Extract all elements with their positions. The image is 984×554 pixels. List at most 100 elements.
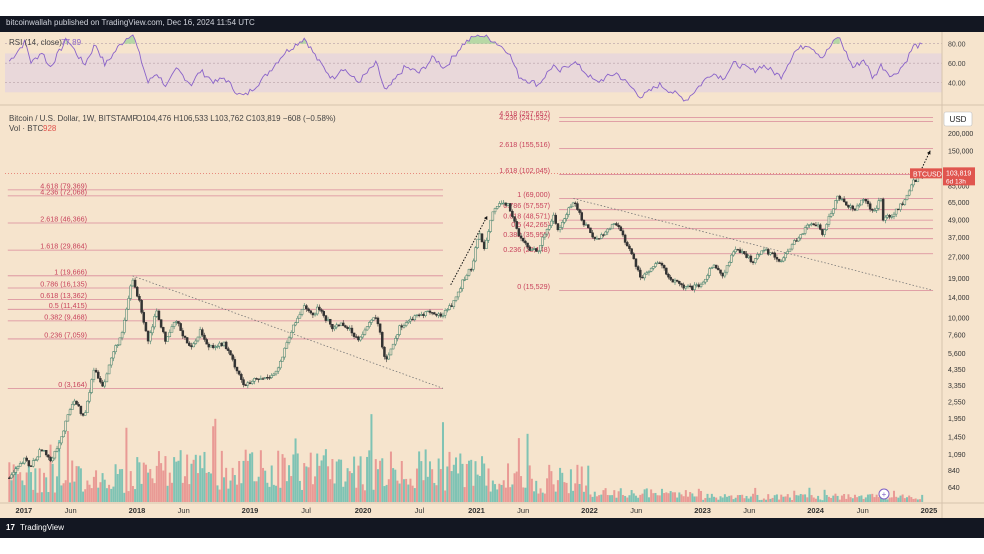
volume-bar xyxy=(806,497,809,502)
tradingview-brand[interactable]: TradingView xyxy=(20,523,65,532)
candle xyxy=(645,272,649,275)
currency-label[interactable]: USD xyxy=(950,115,967,124)
candle xyxy=(209,345,213,348)
candle xyxy=(75,400,78,405)
fib-level-label: 0.382 (35,955) xyxy=(503,230,550,239)
candle xyxy=(94,369,98,373)
candle xyxy=(424,311,427,316)
candle xyxy=(257,378,260,380)
volume-bar xyxy=(554,491,557,502)
candle xyxy=(36,456,39,461)
candle xyxy=(597,238,601,240)
candle xyxy=(192,343,195,348)
volume-bar xyxy=(877,497,880,502)
fib-level-label: 0.618 (48,571) xyxy=(503,212,550,221)
candle xyxy=(675,279,679,282)
candle xyxy=(70,404,74,410)
candle xyxy=(441,315,445,317)
candle xyxy=(31,460,35,467)
volume-bar xyxy=(283,457,286,502)
candle xyxy=(376,317,380,325)
volume-bar xyxy=(470,459,473,502)
candle xyxy=(669,276,672,280)
candle xyxy=(326,318,330,321)
volume-bar xyxy=(810,495,813,502)
candle xyxy=(287,337,291,343)
candle xyxy=(517,228,521,237)
candle xyxy=(109,357,113,366)
candle xyxy=(671,279,675,283)
candle xyxy=(649,268,653,272)
candle xyxy=(587,224,590,229)
fib-level-label: 4.618 (257,657) xyxy=(499,109,550,118)
fib-level-label: 4.236 (241,532) xyxy=(499,113,550,122)
volume-bar xyxy=(526,433,529,502)
candle xyxy=(363,329,367,335)
currency-button[interactable]: USD xyxy=(943,111,973,127)
candle xyxy=(786,251,789,254)
candle xyxy=(138,296,141,301)
volume-bar xyxy=(383,486,386,502)
volume-bar xyxy=(502,480,505,502)
volume-bar xyxy=(515,471,518,502)
rsi-line xyxy=(8,34,923,102)
candle xyxy=(714,264,718,269)
candle xyxy=(738,249,742,253)
volume-bar xyxy=(500,484,503,502)
time-tick-label: Jun xyxy=(65,506,77,515)
volume-bar xyxy=(431,469,434,502)
candle xyxy=(866,200,870,204)
volume-bar xyxy=(864,497,867,502)
chart-area[interactable]: 4.618 (79,369)4.236 (72,068) 2.618 (46,36… xyxy=(0,32,984,518)
volume-bar xyxy=(162,470,165,502)
volume-bar xyxy=(407,484,410,502)
candle xyxy=(90,379,93,393)
volume-bar xyxy=(422,480,425,502)
time-tick-label: Jun xyxy=(630,506,642,515)
candle xyxy=(83,412,87,416)
publish-info: bitcoinwallah published on TradingView.c… xyxy=(6,18,255,27)
candle xyxy=(216,345,219,348)
volume-bar xyxy=(359,456,362,502)
candle xyxy=(589,227,592,233)
price-pane[interactable]: 4.618 (79,369)4.236 (72,068) 2.618 (46,36… xyxy=(5,109,942,502)
volume-bar xyxy=(186,454,189,502)
volume-bar xyxy=(621,494,624,502)
volume-bar xyxy=(216,485,219,502)
add-indicator-button[interactable]: + xyxy=(878,488,890,500)
volume-bar xyxy=(153,483,156,502)
time-tick-label: 2018 xyxy=(129,506,146,515)
candle xyxy=(207,343,211,348)
candle xyxy=(274,370,278,375)
volume-bar xyxy=(396,480,399,502)
volume-bar xyxy=(56,476,59,502)
plus-icon[interactable]: + xyxy=(882,490,887,499)
candle xyxy=(450,305,453,307)
candle xyxy=(784,253,787,259)
candle xyxy=(311,312,315,316)
candle xyxy=(168,332,172,337)
volume-bar xyxy=(593,491,596,502)
tradingview-logo-icon[interactable]: 17 xyxy=(6,523,15,532)
candle xyxy=(437,313,440,316)
price-tick-label: 1,450 xyxy=(948,434,966,441)
volume-bar xyxy=(823,489,826,502)
candle xyxy=(903,199,907,205)
volume-bar xyxy=(624,495,627,502)
candle xyxy=(467,269,471,276)
candle xyxy=(378,323,382,333)
volume-bar xyxy=(183,476,186,502)
candle xyxy=(417,314,421,316)
volume-bar xyxy=(849,497,852,502)
volume-bar xyxy=(461,463,464,502)
candle xyxy=(237,370,241,375)
volume-bar xyxy=(246,460,249,502)
volume-bar xyxy=(242,460,245,502)
volume-bar xyxy=(144,464,147,502)
candle xyxy=(469,269,473,271)
volume-bar xyxy=(817,495,820,502)
fib-level-label: 1 (19,666) xyxy=(54,267,87,276)
rsi-pane[interactable] xyxy=(5,34,942,102)
candle xyxy=(745,253,748,258)
volume-bar xyxy=(548,464,551,502)
